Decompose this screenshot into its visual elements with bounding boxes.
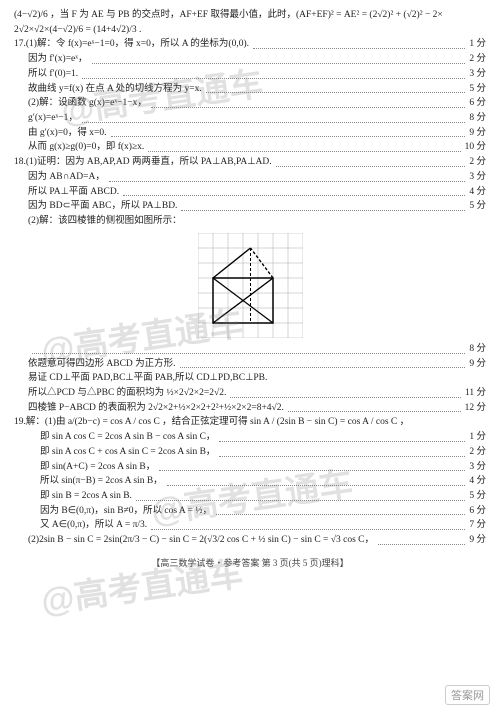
q18-line-b3: 所以△PCD 与△PBC 的面积均为 ½×2√2×2=2√2. 11 分 <box>14 386 486 401</box>
q19-line-7: 又 A∈(0,π)，所以 A = π/3. 7 分 <box>14 518 486 533</box>
q17-line-7: 从而 g(x)≥g(0)=0，即 f(x)≥x. 10 分 <box>14 140 486 155</box>
header-extra: 2√2×√2×(4−√2)/6 = (14+4√2)/3 . <box>14 23 141 38</box>
diagram-wrap <box>14 233 486 338</box>
q18-line-b4: 四棱锥 P−ABCD 的表面积为 2√2×2+½×2×2+2²+½×2×2=8+… <box>14 401 486 416</box>
q17-line-5: g′(x)=eˣ−1， 8 分 <box>14 111 486 126</box>
q17-line-1: 因为 f′(x)=eˣ， 2 分 <box>14 52 486 67</box>
continuation-line-1: (4−√2)/6 ，当 F 为 AE 与 PB 的交点时，AF+EF 取得最小值… <box>14 8 486 23</box>
q19-line-4: 所以 sin(π−B) = 2cos A sin B， 4 分 <box>14 474 486 489</box>
q18-line-8score: 8 分 <box>14 342 486 357</box>
q19-line-1: 即 sin A cos C = 2cos A sin B − cos A sin… <box>14 430 486 445</box>
q17-line-0: 17. (1)解：令 f(x)=eˣ−1=0，得 x=0，所以 A 的坐标为(0… <box>14 37 486 52</box>
q18-line-b2: 易证 CD⊥平面 PAD,BC⊥平面 PAB,所以 CD⊥PD,BC⊥PB. <box>14 371 486 386</box>
q17-line-3: 故曲线 y=f(x) 在点 A 处的切线方程为 y=x. 5 分 <box>14 82 486 97</box>
q18-label: 18. <box>14 155 26 170</box>
leader-dots <box>253 48 465 49</box>
q18-line-1: 因为 AB∩AD=A， 3 分 <box>14 170 486 185</box>
q17-score-0: 1 分 <box>469 37 486 52</box>
q17-line-6: 由 g′(x)=0，得 x=0. 9 分 <box>14 126 486 141</box>
badge: 答案网 <box>445 685 490 705</box>
q19-line-6: 因为 B∈(0,π)，sin B≠0，所以 cos A = ½， 6 分 <box>14 504 486 519</box>
q18-diagram-intro: (2)解：该四棱锥的侧视图如图所示： <box>14 214 486 229</box>
q19-line-3: 即 sin(A+C) = 2cos A sin B， 3 分 <box>14 460 486 475</box>
q18-line-0: 18. (1)证明：因为 AB,AP,AD 两两垂直，所以 PA⊥AB,PA⊥A… <box>14 155 486 170</box>
diagram-svg <box>198 233 303 338</box>
q19-label: 19. <box>14 415 26 430</box>
q17-label: 17. <box>14 37 26 52</box>
q18-line-b1: 依题意可得四边形 ABCD 为正方形. 9 分 <box>14 357 486 372</box>
header-text: (4−√2)/6 ，当 F 为 AE 与 PB 的交点时，AF+EF 取得最小值… <box>14 8 443 23</box>
q17-text-0: (1)解：令 f(x)=eˣ−1=0，得 x=0，所以 A 的坐标为(0,0). <box>26 37 249 52</box>
q19-line-0: 19. 解：(1)由 a/(2b−c) = cos A / cos C ，结合正… <box>14 415 486 430</box>
continuation-line-2: 2√2×√2×(4−√2)/6 = (14+4√2)/3 . <box>14 23 486 38</box>
q19-line-5: 即 sin B = 2cos A sin B. 5 分 <box>14 489 486 504</box>
q18-line-2: 所以 PA⊥平面 ABCD. 4 分 <box>14 185 486 200</box>
q19-line-8: (2)2sin B − sin C = 2sin(2π/3 − C) − sin… <box>14 533 486 548</box>
q19-line-2: 即 sin A cos C + cos A sin C = 2cos A sin… <box>14 445 486 460</box>
side-view-diagram <box>198 233 303 338</box>
q18-line-3: 因为 BD⊂平面 ABC，所以 PA⊥BD. 5 分 <box>14 199 486 214</box>
q17-line-2: 所以 f′(0)=1. 3 分 <box>14 67 486 82</box>
q17-line-4: (2)解：设函数 g(x)=eˣ−1−x， 6 分 <box>14 96 486 111</box>
page-footer: 【高三数学试卷・参考答案 第 3 页(共 5 页)理科】 <box>14 556 486 569</box>
